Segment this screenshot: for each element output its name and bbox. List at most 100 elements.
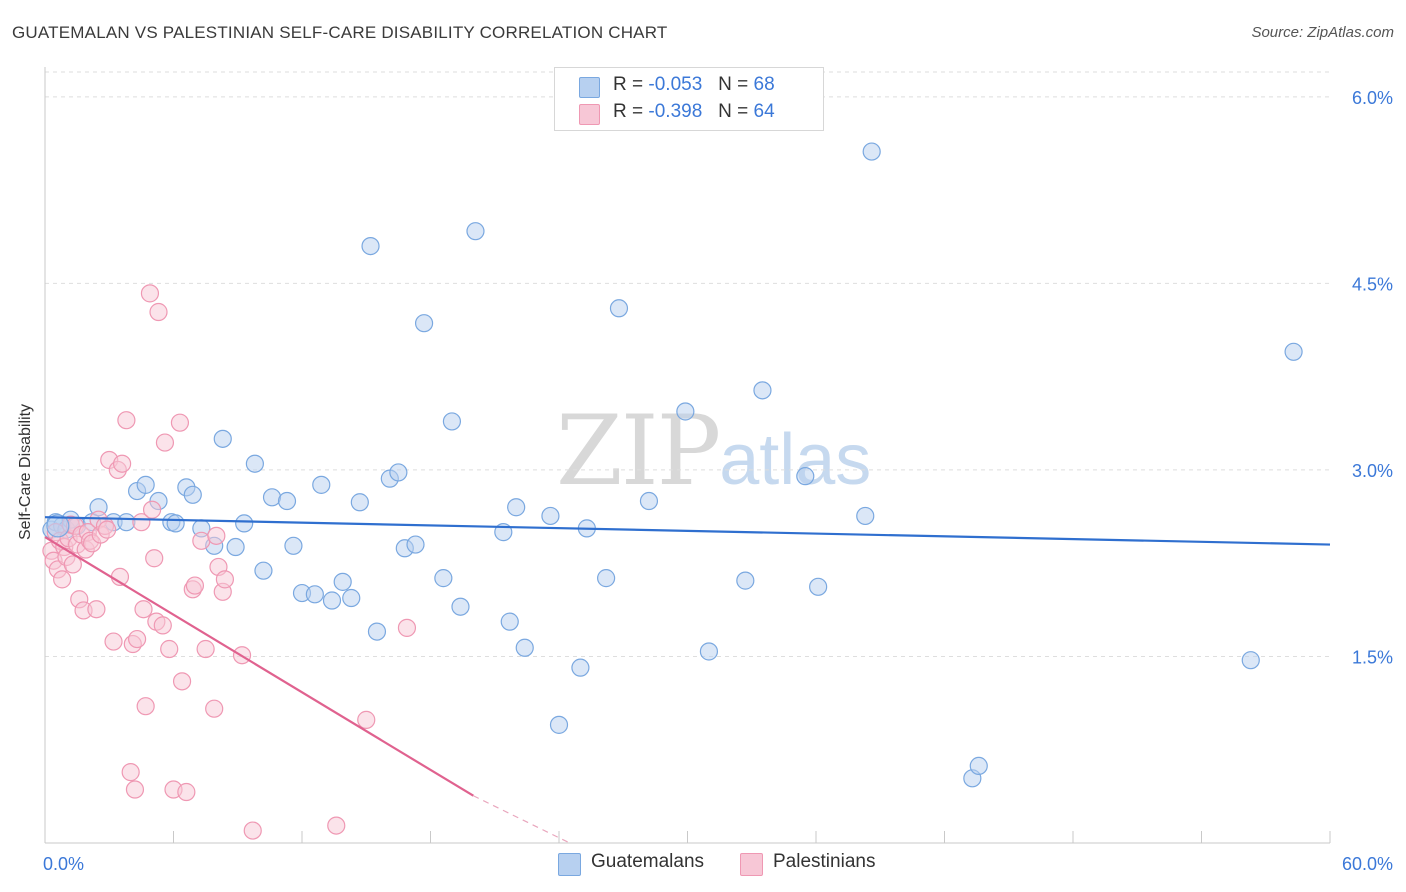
series-label-guatemalans: Guatemalans	[591, 851, 705, 872]
point-guatemalans	[541, 506, 560, 526]
point-palestinians	[207, 526, 226, 545]
point-guatemalans	[676, 402, 695, 421]
point-guatemalans	[136, 475, 155, 494]
point-palestinians	[172, 672, 192, 691]
point-palestinians	[136, 697, 155, 716]
point-guatemalans	[333, 572, 352, 591]
x-tick-label-max: 60.0%	[1342, 854, 1393, 874]
point-guatemalans	[809, 577, 828, 596]
legend-r-value: -0.398	[648, 101, 703, 122]
point-guatemalans	[254, 561, 273, 580]
point-palestinians	[140, 284, 160, 303]
point-palestinians	[53, 570, 72, 589]
point-palestinians	[155, 433, 175, 452]
legend-swatch-guatemalans	[579, 77, 600, 98]
point-palestinians	[112, 454, 132, 473]
point-palestinians	[104, 632, 123, 651]
point-guatemalans	[856, 506, 875, 526]
legend-n-label: N =	[718, 74, 749, 95]
point-guatemalans	[312, 475, 331, 494]
legend-r-value: -0.053	[648, 74, 703, 95]
point-palestinians	[160, 639, 179, 659]
point-guatemalans	[350, 493, 369, 512]
point-guatemalans	[367, 622, 387, 641]
point-guatemalans	[1241, 651, 1260, 670]
point-guatemalans	[796, 467, 815, 486]
point-palestinians	[127, 629, 147, 649]
point-palestinians	[153, 616, 172, 635]
legend-n-label: N =	[718, 101, 749, 122]
point-guatemalans	[406, 535, 425, 554]
point-guatemalans-cluster	[46, 514, 70, 538]
series-swatch-guatemalans	[558, 853, 581, 876]
y-tick-label: 4.5%	[1352, 274, 1393, 294]
y-tick-label: 6.0%	[1352, 88, 1393, 108]
point-palestinians	[149, 302, 168, 322]
series-label-palestinians: Palestinians	[773, 851, 876, 872]
chart-title: GUATEMALAN VS PALESTINIAN SELF-CARE DISA…	[12, 23, 668, 42]
point-palestinians	[185, 576, 205, 595]
point-guatemalans	[434, 569, 453, 588]
point-guatemalans	[639, 491, 659, 511]
point-guatemalans	[262, 488, 282, 507]
legend-r-label: R =	[613, 101, 644, 122]
point-palestinians	[397, 618, 417, 637]
trend-line-palestinians	[44, 536, 474, 797]
point-palestinians	[196, 639, 215, 659]
point-guatemalans	[609, 299, 629, 318]
point-guatemalans	[342, 588, 361, 608]
point-guatemalans	[414, 314, 434, 333]
source-label: Source: ZipAtlas.com	[1251, 24, 1394, 41]
point-guatemalans	[277, 491, 297, 511]
point-guatemalans	[305, 585, 324, 604]
point-palestinians	[205, 699, 224, 718]
point-palestinians	[134, 600, 153, 619]
point-palestinians	[98, 520, 117, 539]
point-guatemalans	[451, 597, 470, 616]
point-guatemalans	[466, 222, 485, 241]
point-guatemalans	[213, 429, 232, 448]
x-tick-label-min: 0.0%	[43, 854, 84, 874]
point-palestinians	[121, 763, 140, 782]
stats-legend: R = -0.053 N = 68 R = -0.398 N = 64	[554, 67, 824, 131]
point-guatemalans	[969, 756, 988, 776]
point-palestinians	[142, 500, 162, 519]
legend-n-value: 64	[753, 101, 775, 122]
point-guatemalans	[235, 514, 254, 533]
point-palestinians	[132, 513, 151, 532]
point-guatemalans	[166, 514, 185, 533]
point-palestinians	[145, 549, 164, 568]
point-palestinians	[63, 555, 82, 574]
legend-swatch-palestinians	[579, 104, 600, 125]
point-guatemalans	[862, 142, 881, 161]
point-guatemalans	[1284, 342, 1303, 361]
trend-line-extension-palestinians	[473, 795, 570, 844]
point-guatemalans	[361, 236, 380, 256]
point-guatemalans	[507, 498, 526, 517]
point-palestinians	[177, 782, 196, 802]
point-guatemalans	[245, 454, 264, 473]
point-palestinians	[87, 600, 106, 619]
point-guatemalans	[442, 412, 462, 431]
point-palestinians	[327, 816, 346, 835]
point-guatemalans	[699, 642, 719, 661]
y-tick-label: 1.5%	[1352, 647, 1393, 667]
series-swatch-palestinians	[740, 853, 763, 876]
point-palestinians	[125, 780, 145, 799]
point-guatemalans	[597, 569, 616, 588]
point-palestinians	[170, 413, 190, 432]
point-guatemalans	[389, 463, 408, 482]
point-guatemalans	[500, 612, 519, 631]
point-palestinians	[117, 411, 136, 430]
point-guatemalans	[736, 571, 755, 590]
point-guatemalans	[515, 638, 534, 657]
point-guatemalans	[322, 591, 342, 610]
point-guatemalans	[284, 536, 303, 555]
trend-line-guatemalans	[44, 516, 1331, 546]
watermark-atlas: atlas	[719, 420, 872, 500]
point-guatemalans	[226, 537, 245, 557]
y-tick-label: 3.0%	[1352, 461, 1393, 481]
point-guatemalans	[571, 658, 590, 677]
point-guatemalans	[549, 715, 569, 734]
